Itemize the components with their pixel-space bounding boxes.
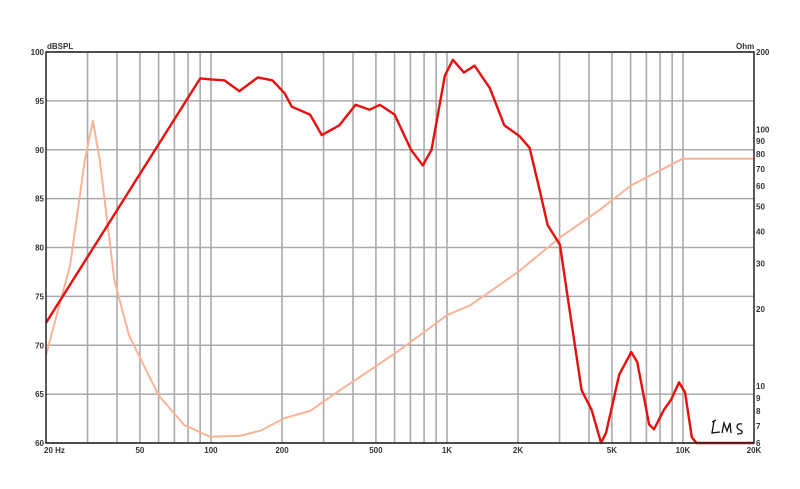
y-left-tick-label: 90 (35, 146, 44, 155)
y-right-tick-label: 8 (756, 407, 761, 416)
lms-logo (711, 419, 743, 435)
grid (46, 51, 754, 444)
y-right-tick-label: 100 (756, 125, 770, 134)
y-left-tick-label: 85 (35, 195, 44, 204)
y-right-tick-label: 30 (756, 260, 765, 269)
y-right-tick-label: 40 (756, 227, 765, 236)
spl-curve (44, 58, 754, 445)
x-tick-label: 5K (607, 446, 617, 455)
x-tick-label: 50 (135, 446, 144, 455)
y-left-tick-label: 75 (35, 292, 44, 301)
y-left-tick-label: 95 (35, 97, 44, 106)
y-right-tick-label: 80 (756, 150, 765, 159)
x-tick-label: 2K (513, 446, 523, 455)
y-left-tick-label: 60 (35, 439, 44, 448)
y-right-tick-label: 200 (756, 48, 770, 57)
impedance-curve (45, 119, 754, 438)
x-tick-label: 10K (676, 446, 691, 455)
x-tick-label: 20K (747, 446, 762, 455)
x-tick-label: 1K (442, 446, 452, 455)
y-left-axis-label: dBSPL (47, 42, 73, 51)
y-right-tick-label: 20 (756, 305, 765, 314)
x-tick-label: 200 (275, 446, 289, 455)
y-right-tick-label: 9 (756, 394, 761, 403)
y-right-tick-label: 7 (756, 422, 761, 431)
y-left-tick-label: 65 (35, 390, 44, 399)
y-left-tick-label: 100 (31, 48, 45, 57)
y-right-tick-label: 6 (756, 439, 761, 448)
plot-frame (45, 51, 755, 444)
y-right-tick-label: 90 (756, 137, 765, 146)
series-group (44, 58, 754, 445)
y-left-tick-label: 70 (35, 341, 44, 350)
y-right-tick-label: 50 (756, 203, 765, 212)
x-tick-label: 500 (369, 446, 383, 455)
y-right-axis-label: Ohm (736, 42, 754, 51)
y-left-tick-label: 80 (35, 244, 44, 253)
tick-labels: 20 Hz 50 100 200 500 1K 2K 5K 10K 20K 100 95 90 85 80 7… (31, 48, 770, 455)
x-tick-label: 20 Hz (44, 446, 65, 455)
y-right-tick-label: 70 (756, 165, 765, 174)
y-right-tick-label: 60 (756, 182, 765, 191)
y-right-tick-label: 10 (756, 382, 765, 391)
x-tick-label: 100 (204, 446, 218, 455)
